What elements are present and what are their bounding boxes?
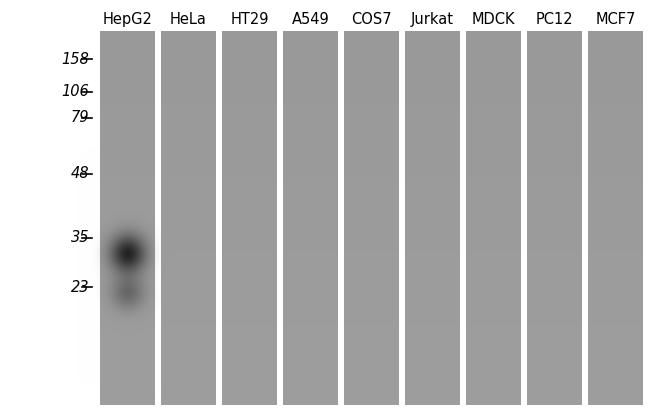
Text: A549: A549 — [292, 12, 330, 27]
Text: 35: 35 — [70, 230, 89, 245]
Text: COS7: COS7 — [351, 12, 392, 27]
Text: Jurkat: Jurkat — [411, 12, 454, 27]
Text: 23: 23 — [70, 280, 89, 295]
Text: 79: 79 — [70, 110, 89, 125]
Text: HT29: HT29 — [230, 12, 268, 27]
Text: 106: 106 — [61, 84, 89, 99]
Text: 48: 48 — [70, 166, 89, 181]
Text: PC12: PC12 — [536, 12, 573, 27]
Text: HepG2: HepG2 — [103, 12, 153, 27]
Text: 158: 158 — [61, 51, 89, 66]
Text: MDCK: MDCK — [472, 12, 515, 27]
Text: HeLa: HeLa — [170, 12, 207, 27]
Text: MCF7: MCF7 — [595, 12, 636, 27]
